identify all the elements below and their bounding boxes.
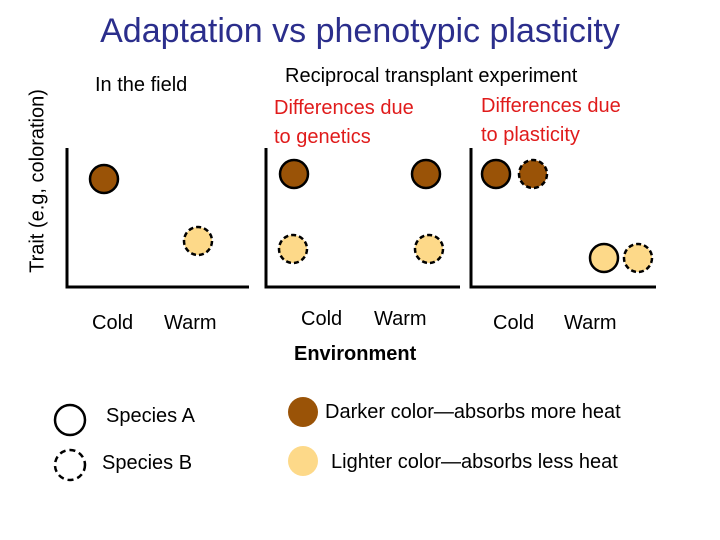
panel-3-tick-warm: Warm	[564, 312, 617, 334]
panel-2-species-b-warm	[413, 233, 445, 265]
legend-darker-swatch	[288, 397, 318, 427]
page-title: Adaptation vs phenotypic plasticity	[100, 12, 620, 50]
panel-header-transplant: Reciprocal transplant experiment	[285, 65, 578, 87]
panel-1-species-a-cold	[88, 163, 120, 195]
panel-1-tick-cold: Cold	[92, 312, 134, 334]
panel-3-species-b-cold	[517, 158, 549, 190]
legend-species-b-label: Species B	[102, 452, 193, 474]
annotation-plasticity-line1: Differences due	[481, 95, 621, 117]
legend-lighter-label: Lighter color—absorbs less heat	[331, 451, 618, 473]
annotation-plasticity-line2: to plasticity	[481, 124, 580, 146]
panel-3-species-b-warm	[622, 242, 654, 274]
panel-2-tick-warm: Warm	[374, 308, 427, 330]
panel-3-tick-cold: Cold	[493, 312, 535, 334]
panel-1-tick-warm: Warm	[164, 312, 217, 334]
legend-species-a-icon	[53, 403, 87, 437]
panel-header-field: In the field	[95, 74, 188, 96]
panel-3-species-a-warm	[588, 242, 620, 274]
panel-3-species-a-cold	[480, 158, 512, 190]
legend-species-b-icon	[53, 448, 87, 482]
panel-2-species-b-cold	[277, 233, 309, 265]
legend-species-a-label: Species A	[106, 405, 195, 427]
panel-2-tick-cold: Cold	[301, 308, 343, 330]
annotation-genetics-line2: to genetics	[274, 126, 371, 148]
panel-1-species-b-warm	[182, 225, 214, 257]
panel-3-axes	[469, 148, 656, 289]
panel-2-species-a-warm	[410, 158, 442, 190]
legend-darker-label: Darker color—absorbs more heat	[325, 401, 621, 423]
panel-2-axes	[264, 148, 460, 289]
panel-1-axes	[65, 148, 249, 289]
annotation-genetics-line1: Differences due	[274, 97, 414, 119]
legend-lighter-swatch	[288, 446, 318, 476]
panel-2-species-a-cold	[278, 158, 310, 190]
x-axis-label: Environment	[294, 343, 417, 365]
